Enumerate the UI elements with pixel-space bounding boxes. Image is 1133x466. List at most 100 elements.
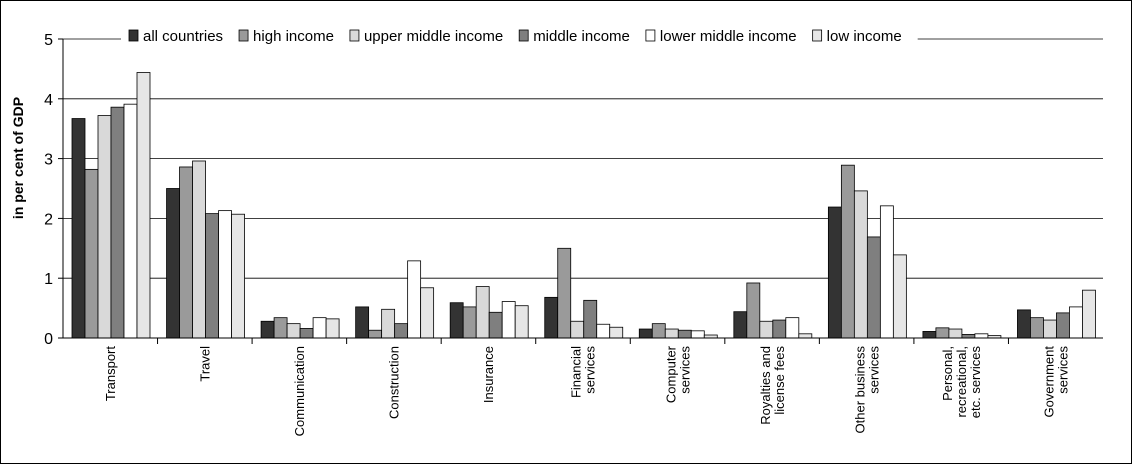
legend-label: upper middle income [364, 28, 503, 45]
x-category-label: Financialservices [569, 346, 598, 399]
bar [785, 317, 800, 339]
bar [664, 328, 679, 339]
bar [514, 305, 529, 339]
bar [192, 160, 206, 339]
bar [948, 328, 963, 339]
bar [596, 323, 611, 339]
bar [123, 103, 138, 339]
legend-swatch [812, 29, 823, 42]
legend-swatch [349, 29, 360, 42]
bars [71, 72, 1096, 339]
x-category-label-line: services [677, 346, 692, 394]
legend: all countries high income upper middle inc… [121, 25, 918, 49]
legend-swatch [518, 29, 529, 42]
bar [690, 330, 705, 339]
bar [733, 311, 748, 339]
bar [110, 106, 125, 339]
y-tick-label: 5 [44, 32, 53, 49]
x-category-label-line: Travel [198, 346, 213, 382]
x-category-label-line: services [866, 346, 881, 394]
bar [677, 329, 692, 339]
bar [97, 115, 112, 339]
bar [935, 327, 950, 339]
bar [1017, 309, 1031, 339]
x-category-label-line: recreational, [954, 346, 969, 418]
bar [286, 323, 301, 339]
bar [407, 260, 422, 339]
bar [583, 299, 598, 339]
bar [1030, 317, 1044, 339]
x-category-label-line: Royalties and [758, 346, 773, 425]
legend-label: high income [253, 28, 334, 45]
bar [475, 286, 490, 339]
bar [1082, 289, 1096, 339]
bar [368, 329, 383, 339]
bar [462, 306, 477, 339]
x-category-label: Governmentservices [1041, 346, 1070, 418]
y-tick-label: 3 [44, 152, 53, 169]
x-category-label: Other businessservices [852, 346, 881, 434]
bar [922, 331, 937, 339]
axes: 0 1 2 3 4 5 Transport Travel Communication Constr… [44, 32, 1103, 436]
x-category-label-line: Computer [663, 345, 678, 403]
bar [381, 308, 396, 339]
bar [827, 206, 842, 339]
x-category-label-line: Government [1041, 346, 1056, 418]
legend-label: middle income [533, 28, 630, 45]
bar [312, 317, 327, 339]
legend-swatch [128, 29, 139, 42]
x-category-label-line: Transport [103, 346, 118, 402]
x-category-label-line: Financial [569, 346, 584, 398]
bar [798, 333, 813, 339]
bar [355, 306, 370, 339]
bar [501, 301, 516, 339]
bar [488, 311, 503, 339]
bar [260, 320, 275, 339]
bar [179, 166, 193, 339]
bar [166, 188, 180, 339]
bar [1043, 319, 1057, 339]
x-category-label: Travel [198, 346, 213, 382]
x-category-label-line: Personal, [940, 346, 955, 401]
x-category-label: Computerservices [663, 345, 692, 403]
bar [449, 302, 464, 339]
bar [136, 72, 151, 339]
bar [879, 205, 894, 339]
bar [961, 334, 976, 339]
x-category-label-line: Other business [852, 346, 867, 434]
x-category-label-line: license fees [772, 346, 787, 415]
bar [1069, 306, 1083, 339]
y-tick-label: 2 [44, 211, 53, 228]
legend-swatch [645, 29, 656, 42]
x-category-label: Royalties andlicense fees [758, 346, 787, 425]
bar [1056, 312, 1070, 339]
x-category-label: Personal,recreational,etc. services [940, 346, 983, 419]
x-category-label-line: services [583, 346, 598, 394]
bar [218, 210, 232, 339]
legend-label: all countries [143, 28, 223, 45]
bar [557, 247, 572, 339]
x-category-label-line: etc. services [968, 346, 983, 419]
x-category-label: Construction [387, 346, 402, 419]
legend-label: low income [827, 28, 902, 45]
x-category-label-line: services [1055, 346, 1070, 394]
bar [71, 118, 86, 339]
bar [544, 296, 559, 339]
bar [866, 236, 881, 339]
x-category-label: Insurance [481, 346, 496, 403]
x-category-label: Communication [292, 346, 307, 436]
bar [420, 287, 435, 339]
bar [609, 326, 624, 339]
bar [299, 328, 314, 339]
legend-swatch [238, 29, 249, 42]
bar [759, 320, 774, 339]
bar [638, 328, 653, 339]
x-category-label: Transport [103, 346, 118, 402]
bar [273, 317, 288, 339]
x-category-label-line: Insurance [481, 346, 496, 403]
bar [892, 254, 907, 339]
bar [84, 168, 99, 339]
bar [974, 333, 989, 339]
